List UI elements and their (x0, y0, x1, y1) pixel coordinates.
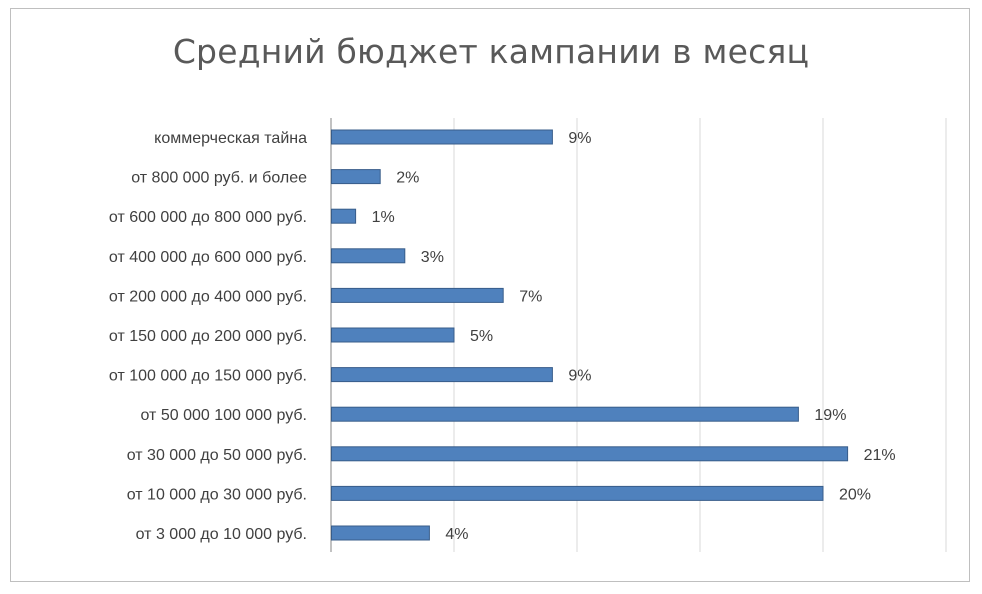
category-label-1: от 800 000 руб. и более (131, 170, 307, 187)
value-label-4: 7% (519, 288, 542, 305)
bar-8 (331, 446, 849, 462)
bar-2 (331, 208, 357, 224)
bar-3 (331, 248, 406, 264)
labels: коммерческая тайна 9% от 800 000 руб. и бо… (109, 130, 896, 543)
bar-6 (331, 367, 553, 383)
category-label-8: от 30 000 до 50 000 руб. (127, 447, 307, 464)
category-label-5: от 150 000 до 200 000 руб. (109, 328, 307, 345)
value-label-5: 5% (470, 328, 493, 345)
category-label-9: от 10 000 до 30 000 руб. (127, 486, 307, 503)
bar-7 (331, 406, 799, 422)
bar-0 (331, 129, 553, 145)
bar-4 (331, 287, 504, 303)
bar-5 (331, 327, 455, 343)
bar-10 (331, 525, 430, 541)
category-label-6: от 100 000 до 150 000 руб. (109, 368, 307, 385)
value-label-3: 3% (421, 249, 444, 266)
bar-9 (331, 485, 824, 501)
value-label-0: 9% (568, 130, 591, 147)
bars (331, 129, 849, 541)
value-label-1: 2% (396, 170, 419, 187)
value-label-6: 9% (568, 368, 591, 385)
chart-title: Средний бюджет кампании в месяц (172, 32, 810, 71)
category-label-10: от 3 000 до 10 000 руб. (136, 526, 307, 543)
category-label-0: коммерческая тайна (154, 130, 307, 147)
value-label-2: 1% (372, 209, 395, 226)
value-label-9: 20% (839, 486, 871, 503)
bar-1 (331, 169, 381, 185)
value-label-7: 19% (814, 407, 846, 424)
category-label-7: от 50 000 100 000 руб. (141, 407, 308, 424)
category-label-2: от 600 000 до 800 000 руб. (109, 209, 307, 226)
value-label-8: 21% (864, 447, 896, 464)
value-label-10: 4% (445, 526, 468, 543)
category-label-3: от 400 000 до 600 000 руб. (109, 249, 307, 266)
category-label-4: от 200 000 до 400 000 руб. (109, 288, 307, 305)
